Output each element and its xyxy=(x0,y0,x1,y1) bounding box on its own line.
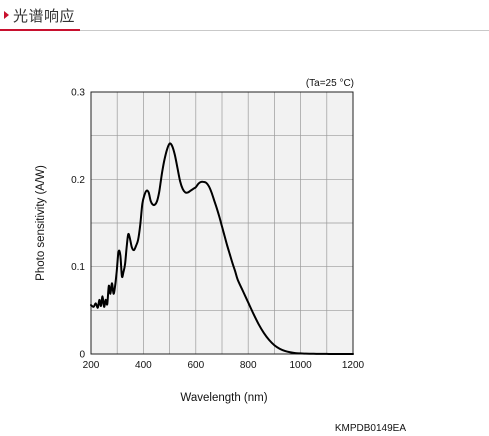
x-tick-label: 1200 xyxy=(342,360,365,371)
x-tick-label: 1000 xyxy=(289,360,312,371)
sensitivity-curve xyxy=(90,142,354,356)
x-tick-labels: 200 400 600 800 1000 1200 xyxy=(83,360,365,371)
temperature-annotation: (Ta=25 °C) xyxy=(306,78,354,89)
plot-frame xyxy=(90,91,354,355)
y-tick-label: 0.3 xyxy=(71,88,85,99)
section-title: 光谱响应 xyxy=(13,8,76,25)
triangle-marker-icon xyxy=(4,11,9,19)
y-tick-labels: 0 0.1 0.2 0.3 xyxy=(71,88,85,361)
x-tick-label: 400 xyxy=(135,360,152,371)
section-header: 光谱响应 xyxy=(0,0,489,32)
y-tick-label: 0.2 xyxy=(71,175,85,186)
x-tick-label: 200 xyxy=(83,360,100,371)
x-axis-label: Wavelength (nm) xyxy=(180,392,267,404)
y-tick-label: 0 xyxy=(79,350,85,361)
header-divider-rule xyxy=(80,30,489,31)
y-axis-label: Photo sensitivity (A/W) xyxy=(35,165,47,281)
y-tick-label: 0.1 xyxy=(71,262,85,273)
header-accent-rule xyxy=(0,29,80,31)
figure-code: KMPDB0149EA xyxy=(335,423,406,434)
x-tick-label: 600 xyxy=(187,360,204,371)
x-tick-label: 800 xyxy=(240,360,257,371)
